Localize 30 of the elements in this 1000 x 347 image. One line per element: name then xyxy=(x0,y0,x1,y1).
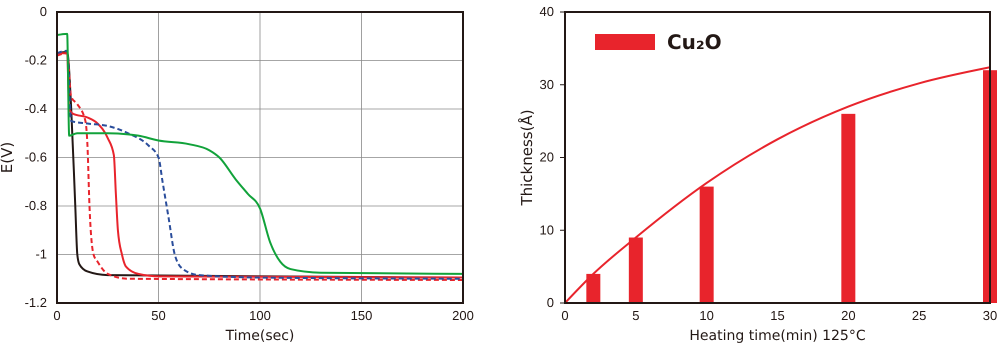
y-tick-label: -0.6 xyxy=(24,150,47,165)
x-tick-label: 50 xyxy=(151,308,166,324)
y-tick-label: 0 xyxy=(546,295,554,310)
x-tick-label: 150 xyxy=(350,308,372,324)
x-tick-label: 25 xyxy=(912,308,926,324)
x-tick-label: 200 xyxy=(452,308,474,324)
x-tick-label: 30 xyxy=(982,308,998,324)
x-axis-title: Time(sec) xyxy=(224,328,294,344)
legend-label: Cu₂O xyxy=(667,30,722,54)
x-tick-label: 0 xyxy=(561,308,569,324)
y-tick-label: -0.4 xyxy=(24,101,47,116)
x-tick-label: 20 xyxy=(841,308,856,324)
bar xyxy=(841,114,856,303)
y-axis-title: E(V) xyxy=(0,142,16,174)
y-tick-label: -0.8 xyxy=(24,198,47,214)
x-tick-label: 0 xyxy=(53,308,61,324)
y-tick-label: -1.2 xyxy=(24,295,47,310)
x-tick-label: 10 xyxy=(699,308,714,324)
y-axis-title: Thickness(Å) xyxy=(518,109,536,207)
y-tick-label: 20 xyxy=(540,150,554,165)
x-tick-label: 15 xyxy=(770,308,785,324)
x-axis-title: Heating time(min) 125°C xyxy=(689,328,866,344)
y-tick-label: 40 xyxy=(540,4,554,20)
y-tick-label: 10 xyxy=(540,222,554,238)
y-tick-label: 30 xyxy=(540,76,554,92)
x-tick-label: 100 xyxy=(249,308,271,324)
y-tick-label: 0 xyxy=(40,4,47,20)
x-tick-label: 5 xyxy=(632,308,640,324)
y-tick-label: -1 xyxy=(35,246,47,262)
y-tick-label: -0.2 xyxy=(24,52,47,68)
